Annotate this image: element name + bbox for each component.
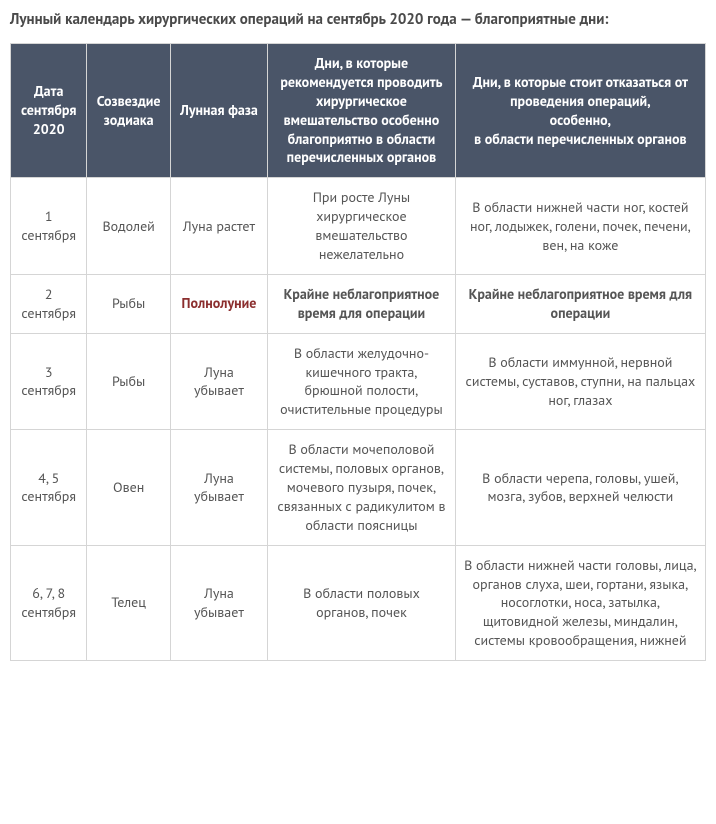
cell-phase: Луна убывает [170,430,267,545]
table-row: 2 сентябряРыбыПолнолуниеКрайне неблагопр… [11,274,706,333]
page-title: Лунный календарь хирургических операций … [10,10,706,29]
cell-phase: Луна убывает [170,333,267,430]
cell-phase: Луна убывает [170,545,267,660]
cell-phase: Луна растет [170,178,267,275]
table-row: 4, 5 сентябряОвенЛуна убываетВ области м… [11,430,706,545]
cell-zodiac: Рыбы [87,274,170,333]
cell-zodiac: Телец [87,545,170,660]
cell-date: 2 сентября [11,274,87,333]
cell-zodiac: Рыбы [87,333,170,430]
col-header-zodiac: Созвездие зодиака [87,44,170,178]
col-header-bad: Дни, в которые стоит отказаться от прове… [455,44,705,178]
table-row: 1 сентябряВодолейЛуна растетПри росте Лу… [11,178,706,275]
cell-date: 3 сентября [11,333,87,430]
cell-phase: Полнолуние [170,274,267,333]
table-body: 1 сентябряВодолейЛуна растетПри росте Лу… [11,178,706,661]
col-header-date: Дата сентября 2020 [11,44,87,178]
table-row: 6, 7, 8 сентябряТелецЛуна убываетВ облас… [11,545,706,660]
cell-good: Крайне неблагоприятное время для операци… [268,274,456,333]
cell-bad: В области нижней части ног, костей ног, … [455,178,705,275]
cell-date: 6, 7, 8 сентября [11,545,87,660]
cell-good: При росте Луны хирургическое вмешательст… [268,178,456,275]
cell-date: 4, 5 сентября [11,430,87,545]
col-header-phase: Лунная фаза [170,44,267,178]
cell-good: В области мочеполовой системы, половых о… [268,430,456,545]
cell-zodiac: Овен [87,430,170,545]
cell-bad: В области черепа, головы, ушей, мозга, з… [455,430,705,545]
col-header-good: Дни, в которые рекомендуется проводить х… [268,44,456,178]
cell-bad: В области иммунной, нервной системы, сус… [455,333,705,430]
lunar-table: Дата сентября 2020 Созвездие зодиака Лун… [10,43,706,661]
table-row: 3 сентябряРыбыЛуна убываетВ области желу… [11,333,706,430]
cell-zodiac: Водолей [87,178,170,275]
cell-good: В области половых органов, почек [268,545,456,660]
cell-bad: В области нижней части головы, лица, орг… [455,545,705,660]
cell-good: В области желудочно-кишечного тракта, бр… [268,333,456,430]
cell-bad: Крайне неблагоприятное время дляоперации [455,274,705,333]
table-header-row: Дата сентября 2020 Созвездие зодиака Лун… [11,44,706,178]
cell-date: 1 сентября [11,178,87,275]
